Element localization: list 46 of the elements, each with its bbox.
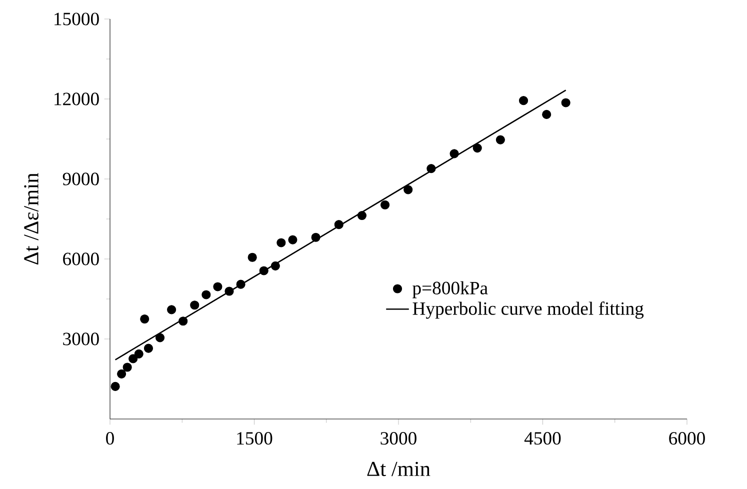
point xyxy=(542,110,552,119)
point xyxy=(178,316,188,326)
y-tick-label: 6000 xyxy=(63,252,99,266)
point xyxy=(404,185,413,194)
x-axis-title: Δt /min xyxy=(367,462,430,476)
point xyxy=(496,135,505,144)
point xyxy=(122,362,132,372)
point xyxy=(311,232,320,242)
point xyxy=(518,96,528,106)
point xyxy=(357,210,366,220)
point xyxy=(561,98,570,108)
point xyxy=(259,266,268,276)
point xyxy=(213,282,222,292)
point xyxy=(248,252,257,262)
point xyxy=(117,369,126,378)
x-tick-label: 3000 xyxy=(380,432,416,445)
x-tick-label: 4500 xyxy=(524,432,561,445)
point xyxy=(288,235,298,244)
point xyxy=(380,200,390,210)
x-tick-label: 0 xyxy=(106,432,114,445)
point xyxy=(167,305,176,314)
point xyxy=(334,220,344,230)
y-tick-label: 12000 xyxy=(54,92,99,106)
point xyxy=(472,144,482,153)
point xyxy=(144,344,154,353)
legend-label: Hyperbolic curve model fitting xyxy=(412,302,644,319)
point xyxy=(224,286,234,296)
point xyxy=(155,333,165,342)
point xyxy=(276,238,286,248)
y-tick-label: 3000 xyxy=(63,332,99,346)
x-tick-label: 1500 xyxy=(237,432,272,445)
point xyxy=(128,354,138,364)
x-tick-label: 6000 xyxy=(669,432,705,445)
point xyxy=(134,349,144,358)
point xyxy=(450,149,459,158)
y-tick-label: 15000 xyxy=(54,12,99,26)
point xyxy=(426,164,436,174)
point xyxy=(110,382,120,391)
legend-label: p=800kPa xyxy=(412,281,488,298)
point xyxy=(270,261,280,270)
point xyxy=(236,280,246,289)
y-tick-label: 9000 xyxy=(62,172,99,186)
y-axis-title: Δt /Δε/min xyxy=(24,172,38,265)
point xyxy=(202,290,211,300)
point xyxy=(140,314,150,324)
point xyxy=(190,300,200,310)
